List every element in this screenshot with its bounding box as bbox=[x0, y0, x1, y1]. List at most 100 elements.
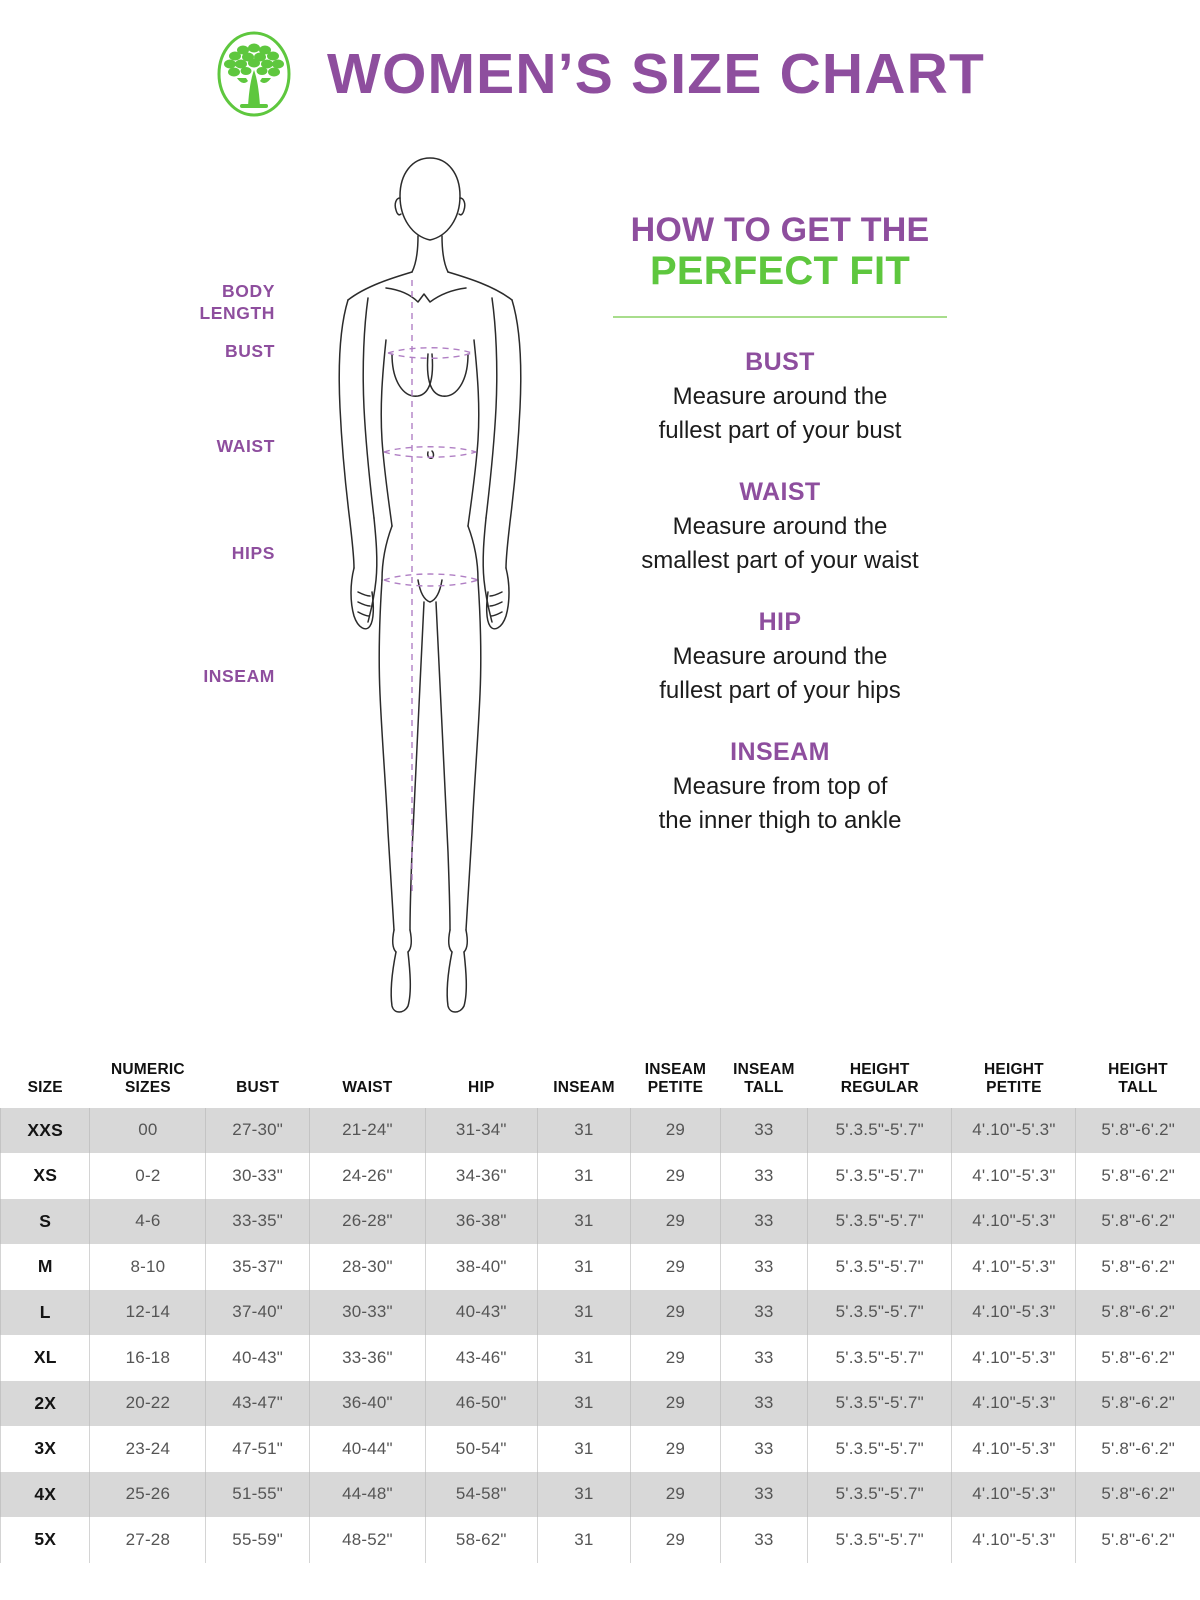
table-cell-inseam-tall: 33 bbox=[719, 1380, 808, 1427]
table-cell-height-regular: 5'.3.5"-5'.7" bbox=[807, 1289, 952, 1336]
table-cell-numeric-sizes: 16-18 bbox=[89, 1335, 206, 1381]
table-cell-size: 3X bbox=[0, 1426, 90, 1472]
fit-item-bust: BUST Measure around the fullest part of … bbox=[570, 348, 990, 448]
table-cell-waist: 28-30" bbox=[309, 1244, 426, 1290]
table-cell-size: XL bbox=[0, 1335, 90, 1381]
size-table-container: SIZE NUMERIC SIZES BUST WAIST HIP INSEAM INSEAM… bbox=[0, 1055, 1200, 1563]
table-cell-bust: 35-37" bbox=[205, 1244, 310, 1290]
table-row: 4X 25-26 51-55" 44-48" 54-58" 31 29 33 5'.3.5"-5… bbox=[0, 1471, 1200, 1518]
table-cell-hip: 46-50" bbox=[424, 1380, 538, 1427]
table-column-header-height-regular: HEIGHT REGULAR bbox=[807, 1055, 952, 1108]
table-column-header-bust: BUST bbox=[205, 1055, 310, 1108]
table-column-header-inseam-petite: INSEAM PETITE bbox=[630, 1055, 721, 1108]
table-cell-inseam: 31 bbox=[536, 1426, 631, 1472]
table-cell-size: 2X bbox=[0, 1380, 90, 1427]
table-cell-inseam: 31 bbox=[536, 1335, 631, 1381]
table-column-header-numeric-sizes: NUMERIC SIZES bbox=[89, 1055, 206, 1108]
table-cell-bust: 55-59" bbox=[205, 1517, 310, 1563]
header-line2: TALL bbox=[1118, 1079, 1158, 1097]
figure-label-body-length: BODY LENGTH bbox=[105, 280, 275, 325]
table-cell-height-regular: 5'.3.5"-5'.7" bbox=[807, 1471, 952, 1518]
table-row: XXS 00 27-30" 21-24" 31-34" 31 29 33 5'.3.5"-5'.… bbox=[0, 1107, 1200, 1154]
table-cell-waist: 40-44" bbox=[309, 1426, 426, 1472]
table-cell-inseam-tall: 33 bbox=[719, 1517, 808, 1563]
table-cell-waist: 33-36" bbox=[309, 1335, 426, 1381]
table-column-header-hip: HIP bbox=[425, 1055, 538, 1108]
header-line1: WAIST bbox=[342, 1079, 393, 1097]
header-line2: REGULAR bbox=[840, 1079, 919, 1097]
table-cell-numeric-sizes: 23-24 bbox=[89, 1426, 206, 1472]
table-cell-inseam-petite: 29 bbox=[630, 1244, 721, 1290]
table-cell-numeric-sizes: 8-10 bbox=[89, 1244, 206, 1290]
table-cell-hip: 38-40" bbox=[424, 1244, 538, 1290]
table-cell-numeric-sizes: 0-2 bbox=[89, 1153, 206, 1199]
table-cell-hip: 50-54" bbox=[424, 1426, 538, 1472]
table-cell-hip: 40-43" bbox=[424, 1289, 538, 1336]
table-cell-inseam: 31 bbox=[536, 1107, 631, 1154]
fit-item-hip: HIP Measure around the fullest part of y… bbox=[570, 608, 990, 708]
figure-label-hips: HIPS bbox=[231, 543, 275, 563]
table-cell-inseam-tall: 33 bbox=[719, 1244, 808, 1290]
figure-label-body-length-line2: LENGTH bbox=[199, 303, 275, 324]
table-cell-bust: 30-33" bbox=[205, 1153, 310, 1199]
table-cell-inseam-petite: 29 bbox=[630, 1107, 721, 1154]
table-header: SIZE NUMERIC SIZES BUST WAIST HIP INSEAM INSEAM… bbox=[0, 1055, 1200, 1108]
table-cell-inseam-petite: 29 bbox=[630, 1471, 721, 1518]
table-cell-waist: 24-26" bbox=[309, 1153, 426, 1199]
fit-divider bbox=[613, 315, 947, 318]
table-row: M 8-10 35-37" 28-30" 38-40" 31 29 33 5'.3.5"-5'.… bbox=[0, 1244, 1200, 1290]
table-cell-numeric-sizes: 12-14 bbox=[89, 1289, 206, 1336]
table-cell-height-regular: 5'.3.5"-5'.7" bbox=[807, 1153, 952, 1199]
figure-label-waist: WAIST bbox=[216, 436, 275, 456]
table-cell-inseam-petite: 29 bbox=[630, 1517, 721, 1563]
table-cell-inseam: 31 bbox=[536, 1153, 631, 1199]
fit-item-hip-desc-line1: Measure around the bbox=[672, 642, 888, 670]
figure-label-bust: BUST bbox=[224, 341, 275, 361]
tree-logo-icon bbox=[215, 28, 293, 120]
table-cell-inseam-petite: 29 bbox=[630, 1153, 721, 1199]
table-cell-height-regular: 5'.3.5"-5'.7" bbox=[807, 1426, 952, 1472]
header-line1: INSEAM bbox=[733, 1061, 795, 1078]
table-cell-height-regular: 5'.3.5"-5'.7" bbox=[807, 1335, 952, 1381]
table-cell-hip: 31-34" bbox=[424, 1107, 538, 1154]
table-column-header-waist: WAIST bbox=[309, 1055, 426, 1108]
table-cell-height-regular: 5'.3.5"-5'.7" bbox=[807, 1244, 952, 1290]
fit-item-inseam-desc-line1: Measure from top of bbox=[672, 772, 888, 800]
table-cell-height-petite: 4'.10"-5'.3" bbox=[951, 1198, 1076, 1245]
fit-item-hip-desc-line2: fullest part of your hips bbox=[659, 676, 901, 704]
table-cell-numeric-sizes: 27-28 bbox=[89, 1517, 206, 1563]
table-cell-height-tall: 5'.8"-6'.2" bbox=[1075, 1153, 1200, 1199]
table-cell-size: M bbox=[0, 1244, 90, 1290]
table-row: XS 0-2 30-33" 24-26" 34-36" 31 29 33 5'.3.5"-5'.… bbox=[0, 1153, 1200, 1199]
table-cell-numeric-sizes: 4-6 bbox=[89, 1198, 206, 1245]
table-cell-inseam: 31 bbox=[536, 1517, 631, 1563]
table-cell-hip: 34-36" bbox=[424, 1153, 538, 1199]
table-cell-numeric-sizes: 20-22 bbox=[89, 1380, 206, 1427]
table-cell-size: S bbox=[0, 1198, 90, 1245]
table-cell-height-petite: 4'.10"-5'.3" bbox=[951, 1244, 1076, 1290]
table-cell-inseam-petite: 29 bbox=[630, 1335, 721, 1381]
figure-label-inseam: INSEAM bbox=[203, 666, 275, 686]
table-cell-height-tall: 5'.8"-6'.2" bbox=[1075, 1426, 1200, 1472]
table-cell-bust: 37-40" bbox=[205, 1289, 310, 1336]
table-cell-waist: 36-40" bbox=[309, 1380, 426, 1427]
table-column-header-size: SIZE bbox=[0, 1055, 90, 1108]
table-cell-height-petite: 4'.10"-5'.3" bbox=[951, 1380, 1076, 1427]
measurement-guide-section: BODY LENGTH BUST WAIST HIPS INSEAM bbox=[0, 140, 1200, 1040]
table-cell-height-petite: 4'.10"-5'.3" bbox=[951, 1107, 1076, 1154]
table-cell-height-regular: 5'.3.5"-5'.7" bbox=[807, 1107, 952, 1154]
fit-heading-line2: PERFECT FIT bbox=[650, 248, 910, 293]
header-line1: HEIGHT bbox=[849, 1061, 910, 1078]
table-cell-inseam-tall: 33 bbox=[719, 1198, 808, 1245]
table-cell-bust: 51-55" bbox=[205, 1471, 310, 1518]
table-cell-height-petite: 4'.10"-5'.3" bbox=[951, 1289, 1076, 1336]
header-line1: HEIGHT bbox=[1108, 1061, 1168, 1078]
fit-item-waist: WAIST Measure around the smallest part o… bbox=[570, 478, 990, 578]
table-cell-inseam-tall: 33 bbox=[719, 1153, 808, 1199]
size-chart-table: SIZE NUMERIC SIZES BUST WAIST HIP INSEAM INSEAM… bbox=[0, 1055, 1200, 1563]
table-cell-height-petite: 4'.10"-5'.3" bbox=[951, 1426, 1076, 1472]
table-cell-height-regular: 5'.3.5"-5'.7" bbox=[807, 1517, 952, 1563]
table-header-row: SIZE NUMERIC SIZES BUST WAIST HIP INSEAM INSEAM… bbox=[0, 1055, 1200, 1108]
table-row: 2X 20-22 43-47" 36-40" 46-50" 31 29 33 5'.3.5"-5… bbox=[0, 1380, 1200, 1427]
table-cell-bust: 40-43" bbox=[205, 1335, 310, 1381]
